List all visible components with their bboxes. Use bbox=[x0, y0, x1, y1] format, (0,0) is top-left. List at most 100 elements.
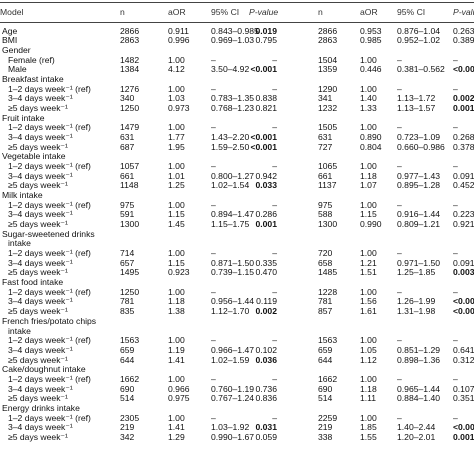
cell: 1.00 bbox=[168, 374, 211, 385]
cell-text: 0.389 bbox=[453, 35, 474, 46]
cell: 644 bbox=[120, 355, 168, 366]
cell: 0.821 bbox=[249, 103, 277, 114]
cell: 1.00 bbox=[168, 123, 211, 133]
cell: 0.985 bbox=[360, 36, 397, 46]
cell: – bbox=[211, 55, 249, 66]
empty-cell bbox=[397, 46, 453, 56]
cell-text: – bbox=[272, 161, 277, 172]
cell-text: 0.921 bbox=[453, 219, 474, 230]
cell-text: – bbox=[272, 199, 277, 210]
cell-text: 975 bbox=[318, 199, 333, 210]
cell-text: – bbox=[211, 83, 216, 94]
cell-text: 0.966 bbox=[168, 383, 190, 394]
cell-text: 1.25 bbox=[168, 180, 185, 191]
cell-text: 2866 bbox=[120, 25, 140, 36]
section-row: Fast food intake bbox=[0, 277, 474, 288]
cell: 1.20–2.01 bbox=[397, 432, 453, 443]
data-row: 3–4 days week⁻¹ 631 1.77 1.43–2.20 <0.001 631… bbox=[0, 132, 474, 143]
cell-text: 0.001 bbox=[453, 103, 474, 114]
cell: 0.975 bbox=[168, 393, 211, 404]
cell-text: 0.895–1.28 bbox=[397, 180, 441, 191]
cell: 1.18 bbox=[360, 384, 397, 395]
cell: 1.00 bbox=[168, 412, 211, 424]
data-row: 3–4 days week⁻¹ 690 0.966 0.760–1.19 0.736 69… bbox=[0, 383, 474, 395]
cell-text: 0.263 bbox=[453, 25, 474, 36]
cell: 0.966 bbox=[168, 383, 211, 395]
cell-text: 658 bbox=[318, 257, 333, 268]
data-row: 3–4 days week⁻¹ 661 1.01 0.800–1.27 0.942 661… bbox=[0, 171, 474, 182]
cell-text: 1.38 bbox=[168, 306, 185, 317]
cell-text: 781 bbox=[318, 296, 333, 307]
section-row: Milk intake bbox=[0, 190, 474, 201]
cell: 0.783–1.35 bbox=[211, 94, 254, 104]
cell-text: 0.911 bbox=[168, 25, 189, 36]
cell: – bbox=[211, 335, 249, 346]
cell-text: 0.965–1.44 bbox=[397, 383, 441, 394]
cell: 1057 bbox=[120, 161, 168, 172]
cell: – bbox=[397, 55, 453, 66]
cell: 1.19 bbox=[168, 345, 211, 356]
cell-text: 1.15–1.75 bbox=[211, 219, 250, 230]
cell-text: 835 bbox=[120, 306, 135, 317]
cell: 1.41 bbox=[168, 355, 211, 366]
section-label: Cake/doughnut intake bbox=[0, 365, 120, 375]
cell-text: 341 bbox=[318, 93, 333, 104]
cell-text: ≥5 days week⁻¹ bbox=[8, 306, 68, 317]
cell: 857 bbox=[277, 306, 360, 317]
cell-text: – bbox=[453, 335, 458, 346]
cell-text: – bbox=[397, 161, 402, 172]
cell-text: <0.001 bbox=[453, 422, 474, 433]
row-label: 1–2 days week⁻¹ (ref) bbox=[0, 248, 120, 259]
row-label: ≥5 days week⁻¹ bbox=[0, 432, 120, 443]
cell: 0.804 bbox=[360, 142, 397, 153]
cell: 0.002 bbox=[249, 306, 277, 317]
cell-text: 591 bbox=[120, 209, 135, 220]
cell-text: 0.898–1.36 bbox=[397, 354, 441, 365]
cell-text: 0.312 bbox=[453, 354, 474, 365]
section-row: Gender bbox=[0, 45, 474, 56]
cell: 1.02–1.59 bbox=[211, 354, 250, 366]
cell: 1.00 bbox=[360, 287, 397, 298]
cell: – bbox=[211, 374, 249, 385]
cell: – bbox=[453, 161, 474, 172]
cell-text: 0.923 bbox=[168, 267, 190, 278]
cell-text: ≥5 days week⁻¹ bbox=[8, 267, 68, 278]
cell-text: 1.00 bbox=[168, 83, 185, 94]
cell-text: 690 bbox=[120, 383, 135, 394]
cell-text: 1.55 bbox=[360, 431, 377, 442]
data-row: 3–4 days week⁻¹ 340 1.03 0.783–1.35 0.838 341… bbox=[0, 94, 474, 104]
cell-text: 3–4 days week⁻¹ bbox=[8, 93, 73, 104]
cell-text: 1.00 bbox=[168, 412, 185, 423]
row-label: 3–4 days week⁻¹ bbox=[0, 210, 120, 220]
section-row: French fries/potato chips intake bbox=[0, 316, 474, 336]
cell-text: 1.00 bbox=[360, 335, 377, 346]
empty-cell bbox=[211, 404, 249, 414]
cell: – bbox=[249, 55, 277, 66]
cell: 0.876–1.04 bbox=[397, 22, 453, 36]
cell: 0.312 bbox=[453, 354, 474, 366]
cell-text: 1.85 bbox=[360, 422, 377, 433]
empty-cell bbox=[397, 317, 453, 336]
section-text: Gender bbox=[2, 45, 31, 56]
cell-text: 0.843–0.985 bbox=[211, 25, 259, 36]
cell-text: – bbox=[453, 54, 458, 65]
cell-text: 3–4 days week⁻¹ bbox=[8, 422, 73, 433]
data-row: 1–2 days week⁻¹ (ref) 1276 1.00 – – 1290 1.00 –… bbox=[0, 83, 474, 95]
cell: 1.00 bbox=[360, 374, 397, 385]
cell: 0.036 bbox=[249, 355, 277, 366]
cell-text: – bbox=[397, 122, 402, 133]
cell: 0.286 bbox=[249, 210, 277, 220]
cell: 1.56 bbox=[360, 297, 397, 307]
data-row: 1–2 days week⁻¹ (ref) 975 1.00 – – 975 1.00 – – bbox=[0, 199, 474, 211]
row-label: ≥5 days week⁻¹ bbox=[0, 103, 120, 114]
cell: 0.660–0.986 bbox=[397, 142, 453, 153]
cell-text: 1479 bbox=[120, 122, 140, 133]
cell: 1137 bbox=[277, 181, 360, 191]
row-label: 3–4 days week⁻¹ bbox=[0, 297, 120, 307]
cell-text: 1.02–1.59 bbox=[211, 354, 250, 365]
cell: 1.02–1.54 bbox=[211, 181, 249, 191]
cell: 1250 bbox=[120, 287, 168, 298]
cell-text: 1.00 bbox=[360, 161, 377, 172]
section-text: Fast food intake bbox=[2, 277, 64, 288]
cell: 2866 bbox=[277, 22, 360, 36]
